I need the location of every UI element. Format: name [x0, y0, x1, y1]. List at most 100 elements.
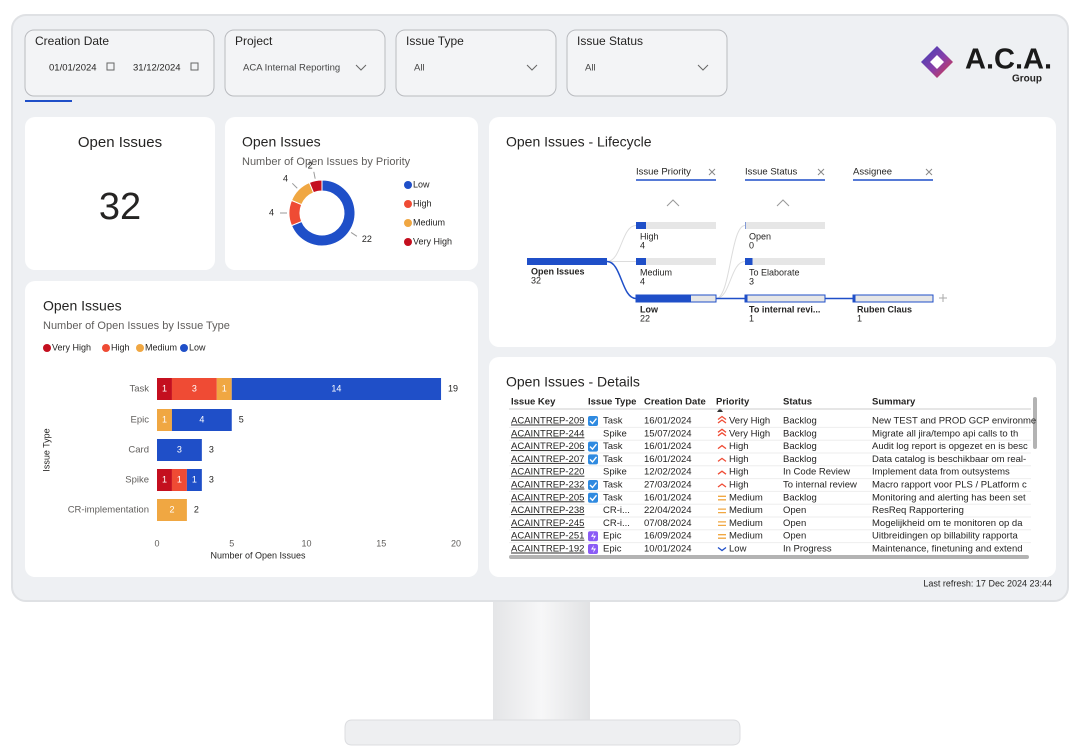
filter-value[interactable]: ACA Internal Reporting	[243, 63, 340, 74]
table-cell: 16/01/2024	[644, 454, 692, 465]
node-label[interactable]: Open	[749, 231, 771, 241]
level-header: Assignee	[853, 167, 892, 178]
node-bar[interactable]	[853, 295, 856, 302]
column-header[interactable]: Status	[783, 397, 812, 408]
table-cell: 22/04/2024	[644, 505, 692, 516]
filter-box[interactable]	[566, 29, 728, 97]
column-header[interactable]: Summary	[872, 397, 916, 408]
filter-box[interactable]	[24, 29, 215, 97]
total-label: 5	[239, 414, 244, 424]
type-icon-glyph	[591, 532, 596, 541]
dropdown-chevron[interactable]	[697, 64, 709, 71]
filter-box[interactable]	[395, 29, 557, 97]
issue-link[interactable]: ACAINTREP-245	[511, 518, 584, 529]
legend-label: Very High	[413, 236, 452, 246]
level-header: Issue Status	[745, 167, 798, 178]
bar-segment	[157, 378, 172, 400]
scrollbar[interactable]	[1033, 397, 1037, 449]
node-bar[interactable]	[745, 258, 753, 265]
node-label[interactable]: To internal revi...	[749, 304, 820, 314]
table-cell: Macro rapport voor PLS / PLatform c	[872, 480, 1027, 491]
sort-indicator	[717, 408, 723, 412]
issue-link[interactable]: ACAINTREP-251	[511, 531, 584, 542]
column-header[interactable]: Issue Type	[588, 397, 636, 408]
priority-icon	[717, 457, 727, 462]
issue-link[interactable]: ACAINTREP-244	[511, 428, 584, 439]
node-bar[interactable]	[745, 295, 748, 302]
expand-chevron[interactable]	[776, 199, 790, 207]
legend-label: Low	[189, 342, 206, 352]
table-cell: Monitoring and alerting has been set	[872, 492, 1026, 503]
chart-title: Open Issues	[43, 298, 122, 314]
remove-level[interactable]	[817, 168, 825, 176]
issue-link[interactable]: ACAINTREP-207	[511, 454, 584, 465]
table-cell: 27/03/2024	[644, 480, 692, 491]
table-cell: Backlog	[783, 428, 817, 439]
node-bar[interactable]	[636, 295, 691, 302]
table-cell: High	[729, 441, 749, 452]
node-bar[interactable]	[745, 222, 746, 229]
issue-link[interactable]: ACAINTREP-238	[511, 505, 584, 516]
filter-box[interactable]	[224, 29, 386, 97]
issue-link[interactable]: ACAINTREP-192	[511, 544, 584, 555]
y-tick-label: Card	[128, 445, 149, 456]
filter-value[interactable]: All	[585, 63, 596, 74]
remove-level[interactable]	[708, 168, 716, 176]
issue-link[interactable]: ACAINTREP-206	[511, 441, 584, 452]
priority-icon	[717, 428, 727, 437]
table-cell: Low	[729, 544, 747, 555]
legend-marker	[43, 344, 51, 352]
kpi-value: 32	[99, 186, 141, 228]
table-cell: In Code Review	[783, 467, 850, 478]
priority-icon	[718, 534, 726, 539]
filter-value[interactable]: All	[414, 63, 425, 74]
node-label[interactable]: Low	[640, 304, 659, 314]
priority-icon	[718, 508, 726, 514]
issue-link[interactable]: ACAINTREP-232	[511, 480, 584, 491]
tree-link	[606, 260, 637, 300]
filter-date[interactable]: 01/01/2024	[49, 63, 97, 74]
type-icon	[588, 492, 598, 503]
y-tick-label: Task	[129, 384, 149, 395]
filter-date[interactable]: 31/12/2024	[133, 63, 181, 74]
column-header[interactable]: Creation Date	[644, 397, 706, 408]
table-cell: 16/01/2024	[644, 492, 692, 503]
column-header[interactable]: Priority	[716, 397, 750, 408]
dropdown-chevron[interactable]	[526, 64, 538, 71]
x-axis-label: Number of Open Issues	[210, 550, 306, 560]
node-bar[interactable]	[636, 222, 646, 229]
table-cell: Medium	[729, 518, 763, 529]
scrollbar[interactable]	[509, 555, 1029, 559]
dropdown-chevron[interactable]	[355, 64, 367, 71]
remove-level[interactable]	[925, 168, 933, 176]
bar-segment	[157, 409, 172, 431]
type-icon-glyph	[589, 418, 598, 425]
expand-chevron[interactable]	[666, 199, 680, 207]
column-header[interactable]: Issue Key	[511, 397, 556, 408]
expand-plus[interactable]	[939, 294, 947, 302]
root-bar	[527, 258, 607, 265]
table-cell: High	[729, 480, 749, 491]
donut-slice	[308, 179, 323, 194]
issue-link[interactable]: ACAINTREP-220	[511, 467, 584, 478]
node-value: 4	[640, 240, 645, 250]
bar-label: 1	[162, 383, 167, 393]
table-cell: Open	[783, 531, 806, 542]
filter-label: Creation Date	[35, 34, 109, 48]
issue-link[interactable]: ACAINTREP-209	[511, 416, 584, 427]
footer: Last refresh: 17 Dec 2024 23:44	[923, 578, 1052, 588]
priority-icon	[717, 470, 727, 475]
leader-line	[291, 182, 298, 189]
node-bar[interactable]	[636, 258, 646, 265]
table-cell: Medium	[729, 505, 763, 516]
node-label[interactable]: Medium	[640, 267, 672, 277]
y-tick-label: CR-implementation	[68, 505, 149, 516]
x-tick-label: 5	[229, 538, 234, 548]
legend-label: Low	[413, 179, 430, 189]
node-label[interactable]: To Elaborate	[749, 267, 800, 277]
bar-segment	[157, 469, 172, 491]
bar-segment	[216, 378, 232, 400]
issue-link[interactable]: ACAINTREP-205	[511, 492, 584, 503]
node-label[interactable]: High	[640, 231, 659, 241]
node-label[interactable]: Ruben Claus	[857, 304, 912, 314]
